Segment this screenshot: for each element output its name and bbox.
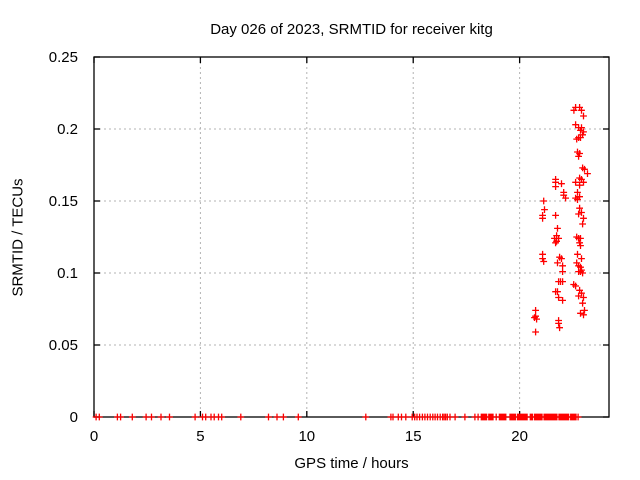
- chart-title: Day 026 of 2023, SRMTID for receiver kit…: [210, 21, 493, 38]
- data-points: [92, 104, 591, 421]
- x-tick-label: 15: [405, 428, 422, 445]
- x-tick-label: 0: [90, 428, 98, 445]
- y-tick-label: 0.2: [57, 121, 78, 138]
- y-tick-label: 0.25: [49, 49, 78, 66]
- y-tick-label: 0.05: [49, 337, 78, 354]
- y-tick-label: 0.15: [49, 193, 78, 210]
- x-tick-label: 20: [511, 428, 528, 445]
- x-tick-label: 10: [298, 428, 315, 445]
- x-axis-label: GPS time / hours: [294, 455, 409, 472]
- y-tick-label: 0.1: [57, 265, 78, 282]
- plot-border: [93, 56, 610, 418]
- y-axis-label: SRMTID / TECUs: [9, 178, 27, 297]
- x-tick-label: 5: [196, 428, 204, 445]
- y-tick-label: 0: [70, 409, 78, 426]
